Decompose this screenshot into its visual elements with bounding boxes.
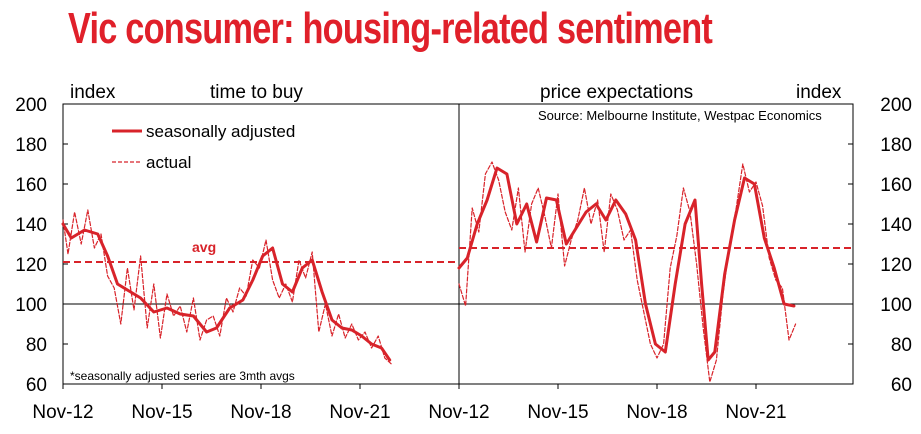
left-panel-title: time to buy (210, 82, 303, 103)
x-tick-label: Nov-15 (131, 402, 192, 423)
y-tick-label: 120 (15, 255, 47, 276)
y-tick-label: 80 (26, 335, 47, 356)
y-tick-label: 60 (891, 375, 912, 396)
left-y-axis-ticks: 60 80 100 120 140 160 180 200 (15, 95, 68, 396)
y-tick-label: 160 (880, 175, 912, 196)
price-expectations-actual-line (458, 161, 797, 383)
right-panel-title: price expectations (540, 82, 693, 103)
y-tick-label: 200 (880, 95, 912, 116)
plot-frame (62, 103, 854, 385)
y-tick-label: 120 (880, 255, 912, 276)
x-tick-label: Nov-15 (527, 402, 588, 423)
page-title: Vic consumer: housing-related sentiment (68, 4, 713, 53)
y-tick-label: 100 (880, 295, 912, 316)
y-tick-label: 100 (15, 295, 47, 316)
x-tick-label: Nov-21 (329, 402, 390, 423)
time-to-buy-seasonally-adjusted-line (61, 222, 392, 362)
y-tick-label: 200 (15, 95, 47, 116)
x-tick-label: Nov-18 (230, 402, 291, 423)
y-tick-label: 180 (880, 135, 912, 156)
footnote: *seasonally adjusted series are 3mth avg… (70, 369, 295, 383)
x-tick-label: Nov-18 (626, 402, 687, 423)
y-tick-label: 160 (15, 175, 47, 196)
x-tick-label: Nov-21 (725, 402, 786, 423)
source-note: Source: Melbourne Institute, Westpac Eco… (538, 108, 822, 123)
y-tick-label: 140 (880, 215, 912, 236)
left-y-axis-title: index (70, 82, 116, 103)
x-tick-label: Nov-12 (32, 402, 93, 423)
avg-label: avg (192, 239, 216, 255)
y-tick-label: 140 (15, 215, 47, 236)
price-expectations-seasonally-adjusted-line (457, 166, 796, 362)
y-tick-label: 180 (15, 135, 47, 156)
y-tick-label: 60 (26, 375, 47, 396)
time-to-buy-actual-line (62, 209, 392, 365)
x-tick-label: Nov-12 (428, 402, 489, 423)
right-y-axis-ticks: 60 80 100 120 140 160 180 200 (848, 95, 912, 396)
legend-seasonally-adjusted: seasonally adjusted (146, 122, 295, 141)
y-tick-label: 80 (891, 335, 912, 356)
legend-actual: actual (146, 153, 191, 172)
x-axis-ticks: Nov-12 Nov-15 Nov-18 Nov-21 Nov-12 Nov-15 Nov-… (32, 384, 787, 423)
series-group (61, 161, 797, 383)
right-y-axis-title: index (796, 82, 842, 103)
